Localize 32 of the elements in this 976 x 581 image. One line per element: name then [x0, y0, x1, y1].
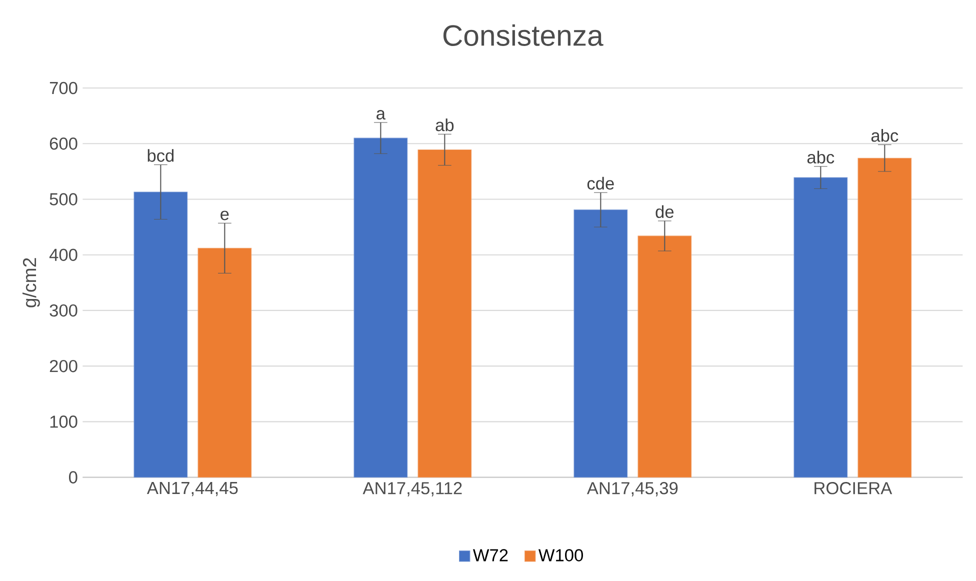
x-tick-label: AN17,45,112	[362, 482, 462, 496]
bar	[134, 192, 188, 478]
bar	[574, 209, 628, 478]
annotation: abc	[807, 150, 834, 164]
x-tick-label: AN17,44,45	[146, 482, 238, 496]
y-axis-title: g/cm2	[22, 258, 40, 308]
legend-label: W72	[472, 548, 508, 562]
annotation: bcd	[148, 148, 174, 162]
bar	[198, 248, 252, 478]
annotation: abc	[871, 128, 898, 142]
y-tick-label: 300	[50, 304, 78, 316]
bar	[354, 138, 408, 478]
y-tick-label: 500	[50, 192, 78, 206]
legend-label: W100	[538, 548, 583, 562]
y-tick-label: 0	[68, 471, 78, 484]
y-tick-label: 600	[50, 137, 78, 150]
annotation: e	[220, 210, 229, 220]
annotation: a	[376, 110, 386, 120]
annotation: ab	[436, 118, 454, 132]
annotation: cde	[587, 176, 614, 190]
bar	[794, 177, 848, 478]
annotation: de	[656, 205, 674, 218]
y-tick-label: 400	[49, 248, 78, 261]
bar	[418, 149, 472, 478]
y-tick-label: 100	[50, 415, 78, 428]
bar	[858, 158, 912, 478]
x-tick-label: AN17,45,39	[586, 482, 678, 496]
y-tick-label: 700	[50, 82, 78, 94]
x-tick-label: ROCIERA	[814, 482, 892, 494]
y-tick-label: 200	[50, 360, 78, 372]
chart-title: Consistenza	[443, 24, 604, 46]
bar	[638, 236, 692, 478]
